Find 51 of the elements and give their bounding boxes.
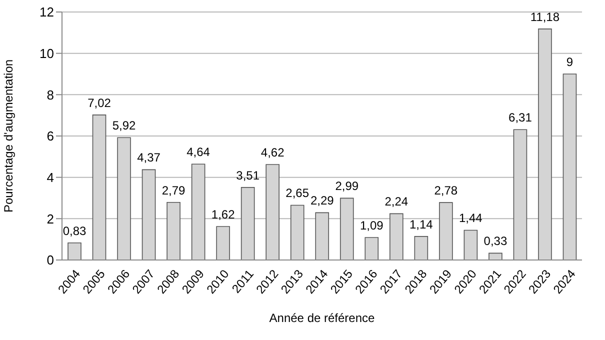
- data-label: 2,78: [434, 184, 458, 198]
- bar: [191, 164, 206, 260]
- bar: [562, 74, 577, 260]
- bar: [390, 213, 404, 260]
- bar: [266, 164, 280, 260]
- data-label: 11,18: [530, 10, 560, 24]
- data-label: 5,92: [112, 118, 136, 133]
- data-label: 1,14: [409, 217, 434, 232]
- bar: [290, 204, 304, 260]
- bar: [166, 202, 180, 260]
- data-label: 4,37: [137, 150, 161, 165]
- y-tick-label: 10: [40, 46, 54, 61]
- data-label: 4,64: [186, 145, 210, 160]
- y-tick-label: 4: [46, 170, 54, 185]
- data-label: 1,62: [211, 208, 236, 222]
- y-tick-label: 0: [46, 252, 54, 268]
- bar: [414, 236, 428, 260]
- bar: [364, 237, 379, 260]
- y-tick-label: 12: [40, 4, 54, 20]
- bar: [439, 202, 453, 260]
- data-label: 0,83: [62, 224, 86, 238]
- data-label: 2,24: [384, 194, 408, 209]
- y-tick-label: 8: [46, 87, 54, 102]
- y-axis-title: Pourcentage d'augmentation: [1, 59, 16, 213]
- bar: [464, 230, 478, 260]
- y-tick-label: 6: [46, 128, 54, 144]
- data-label: 9: [566, 55, 574, 69]
- data-label: 2,65: [286, 186, 310, 200]
- data-label: 1,44: [459, 211, 483, 226]
- data-label: 2,29: [310, 194, 334, 208]
- x-axis-title: Année de référence: [269, 311, 376, 325]
- bar: [117, 137, 131, 260]
- data-label: 0,33: [484, 234, 508, 248]
- data-label: 6,31: [508, 110, 532, 125]
- bar: [340, 198, 354, 260]
- bar: [92, 114, 106, 260]
- bar: [538, 28, 552, 260]
- bar: [216, 226, 230, 260]
- y-tick-label: 2: [46, 211, 54, 226]
- data-label: 3,51: [236, 168, 260, 182]
- data-label: 4,62: [260, 146, 285, 160]
- data-label: 1,09: [360, 218, 384, 232]
- bar: [142, 169, 156, 260]
- bar: [315, 212, 330, 260]
- data-label: 7,02: [88, 96, 112, 110]
- data-label: 2,79: [162, 183, 186, 198]
- bar: [488, 252, 502, 260]
- bar: [513, 129, 528, 260]
- bar: [68, 242, 82, 260]
- bar: [240, 187, 255, 260]
- data-label: 2,99: [335, 179, 359, 194]
